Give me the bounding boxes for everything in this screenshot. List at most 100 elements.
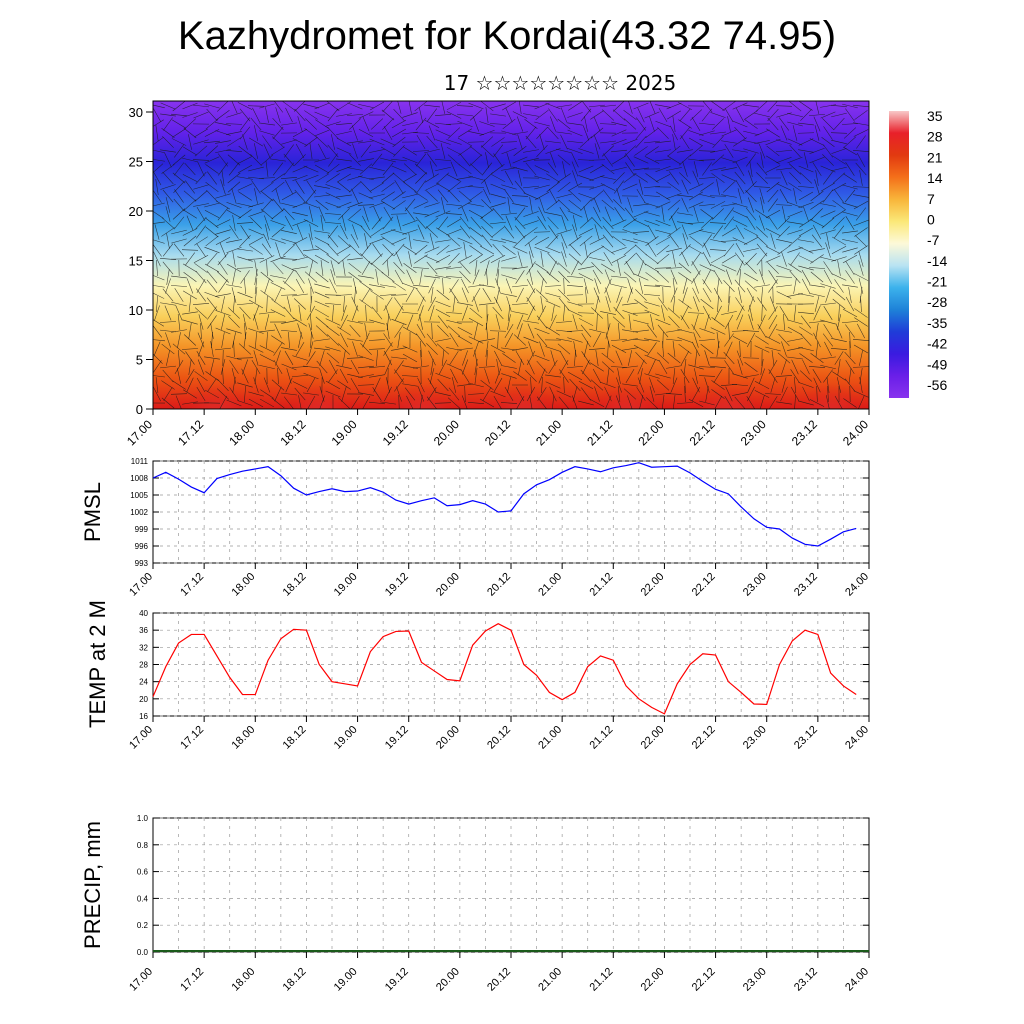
wind-barb — [725, 341, 733, 357]
wind-barb — [810, 353, 824, 363]
wind-barb — [215, 310, 231, 316]
wind-barb — [613, 172, 625, 184]
wind-barb — [270, 255, 286, 263]
wind-barb — [511, 195, 529, 197]
wind-barb — [177, 350, 181, 366]
wind-barb — [220, 179, 226, 195]
wind-barb — [512, 203, 528, 207]
wind-barb — [634, 173, 648, 183]
wind-barb — [567, 309, 583, 317]
wind-barb — [501, 373, 517, 379]
wind-barb — [194, 190, 208, 202]
wind-barb — [744, 280, 758, 292]
wind-barb — [842, 230, 858, 234]
wind-barb — [711, 380, 725, 390]
wind-barb — [860, 295, 862, 313]
wind-barb — [833, 117, 845, 131]
wind-barb — [193, 139, 209, 145]
wind-barb — [548, 188, 558, 204]
wind-barb — [539, 197, 545, 213]
wind-barb — [845, 360, 855, 374]
wind-barb — [728, 286, 730, 304]
wind-barb — [662, 341, 664, 357]
wind-barb — [221, 170, 225, 186]
wind-barb — [691, 324, 701, 338]
wind-barb — [814, 179, 820, 195]
wind-barb — [611, 344, 627, 354]
wind-barb — [512, 284, 528, 288]
wind-barb — [446, 266, 462, 270]
wind-barb — [385, 377, 391, 393]
wind-barb — [264, 314, 270, 330]
wind-barb — [204, 263, 220, 273]
wind-barb — [468, 402, 484, 404]
wind-barb — [656, 191, 670, 201]
wind-barb — [292, 128, 308, 138]
wind-barb — [765, 228, 781, 236]
wind-barb — [205, 145, 219, 157]
wind-barb — [536, 360, 548, 374]
xtick-label: 19.00 — [332, 571, 360, 599]
wind-barb — [688, 398, 704, 408]
wind-barb — [572, 224, 578, 240]
wind-barb — [347, 201, 363, 209]
wind-barb — [581, 101, 592, 113]
wind-barb — [315, 119, 329, 129]
wind-barb — [446, 139, 462, 145]
warm-blob — [690, 347, 767, 409]
wind-barb — [308, 323, 314, 339]
wind-barb — [163, 117, 173, 131]
wind-barb — [490, 113, 506, 117]
wind-barb — [424, 148, 440, 154]
colorbar-label: 14 — [927, 170, 943, 186]
wind-barb — [633, 102, 649, 110]
wind-barb — [183, 209, 197, 219]
wind-barb — [523, 113, 539, 117]
wind-barb — [589, 245, 605, 255]
wind-barb — [473, 341, 479, 357]
wind-barb — [753, 186, 771, 188]
wind-barb — [500, 141, 518, 143]
wind-barb — [584, 116, 588, 132]
wind-barb — [523, 320, 539, 324]
wind-barb — [493, 395, 502, 409]
wind-barb — [381, 182, 395, 192]
wind-barb — [315, 316, 329, 328]
wind-barb — [481, 234, 493, 248]
wind-barb — [601, 163, 615, 175]
wind-barb — [677, 221, 693, 225]
wind-barb — [644, 354, 660, 362]
wind-barb — [644, 111, 660, 119]
wind-barb — [294, 387, 306, 401]
wind-barb — [810, 200, 824, 210]
wind-barb — [417, 377, 425, 393]
wind-barb — [788, 263, 802, 273]
wind-barb — [678, 154, 692, 166]
wind-barb — [611, 138, 627, 146]
wind-barb — [644, 373, 660, 379]
wind-barb — [824, 341, 832, 357]
wind-barb — [172, 128, 186, 138]
wind-barb — [166, 269, 170, 285]
wind-barb — [855, 162, 867, 176]
wind-barb — [441, 350, 445, 366]
wind-barb — [164, 152, 172, 168]
wind-barb — [699, 203, 715, 207]
wind-barb — [512, 131, 528, 135]
wind-barb — [560, 134, 568, 150]
wind-barb — [254, 125, 258, 141]
wind-barb — [233, 340, 235, 358]
wind-barb — [437, 315, 449, 329]
wind-barb — [327, 108, 339, 122]
wind-barb — [171, 301, 187, 307]
wind-barb — [677, 212, 693, 216]
wind-barb — [724, 207, 734, 221]
colorbar-label: -42 — [927, 336, 947, 352]
wind-barb — [370, 290, 384, 300]
wind-barb — [295, 278, 305, 294]
wind-barb — [644, 211, 660, 217]
wind-barb — [281, 202, 297, 208]
wind-barb — [534, 327, 550, 335]
field-x-axis: 17.00 17.12 18.00 18.12 19.00 19.12 20.00 20.12… — [124, 409, 871, 448]
